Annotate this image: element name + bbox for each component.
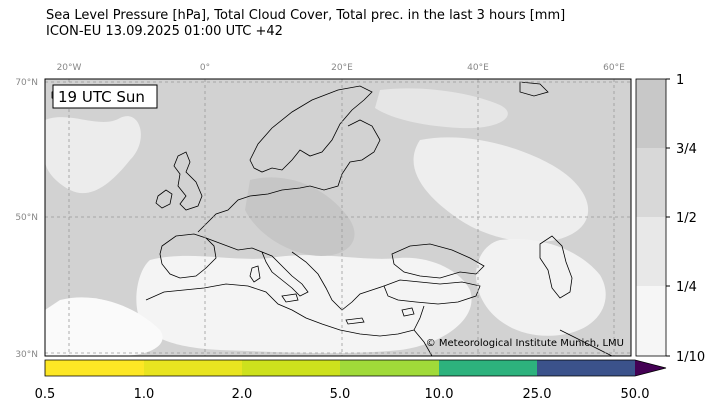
precip-tick-label: 2.0 [232, 387, 253, 402]
cloud-cover-colorbar: 1 3/4 1/2 1/4 1/10 [635, 73, 705, 365]
lat-label: 50°N [15, 213, 38, 223]
coast-gulf [559, 329, 613, 356]
lon-label: 20°W [57, 63, 82, 73]
precip-tick-label: 1.0 [134, 387, 155, 402]
coast-red-sea [413, 329, 433, 356]
precip-bar-segment [242, 360, 340, 376]
cloud-bar-segment [636, 79, 666, 148]
title-line-1: Sea Level Pressure [hPa], Total Cloud Co… [46, 8, 566, 23]
precip-bar-extend-arrow [635, 360, 666, 376]
coast-turkey [383, 279, 481, 305]
cloud-tick-label: 1/10 [676, 350, 705, 365]
precip-bar-segment [340, 360, 439, 376]
cloud-bar-segment [636, 217, 666, 286]
coast-great-britain [173, 151, 203, 211]
coast-italy [261, 251, 309, 297]
lon-label: 40°E [467, 63, 489, 73]
coast-black-sea [391, 243, 485, 279]
coast-western-europe [197, 185, 311, 233]
precip-bar-segment [537, 360, 635, 376]
coast-cyprus [401, 307, 415, 317]
gridlines [45, 79, 631, 356]
cloud-bar-segment [636, 286, 666, 356]
precip-bar-segment [45, 360, 144, 376]
lon-label: 20°E [331, 63, 353, 73]
precip-bar-frame [44, 359, 667, 377]
copyright-text: © Meteorological Institute Munich, LMU [426, 338, 624, 349]
cloud-tick-label: 1/2 [676, 211, 697, 226]
coast-novaya-zemlya [519, 81, 549, 97]
coast-crete [345, 317, 365, 325]
coast-levant [413, 305, 425, 331]
coast-france-med [205, 237, 263, 253]
clear-patch-africa [45, 297, 163, 356]
cloud-tick-label: 3/4 [676, 142, 697, 157]
coast-finland-baltic [309, 119, 381, 191]
map-panel [45, 79, 631, 356]
precip-bar-segment [144, 360, 242, 376]
clear-patch-mediterranean [136, 255, 472, 354]
lat-label: 30°N [15, 350, 38, 360]
precip-tick-label: 50.0 [621, 387, 650, 402]
coastlines [51, 81, 613, 356]
coast-caspian [539, 235, 573, 299]
coast-north-africa [145, 283, 415, 337]
coast-ireland [155, 189, 173, 209]
precip-tick-label: 10.0 [425, 387, 454, 402]
precip-colorbar: 0.5 1.0 2.0 5.0 10.0 25.0 50.0 [35, 359, 667, 402]
coast-sardinia [249, 265, 261, 283]
clear-patch-north [375, 88, 508, 129]
precip-tick-label: 0.5 [35, 387, 56, 402]
precip-tick-label: 5.0 [330, 387, 351, 402]
coast-sicily [281, 293, 299, 303]
precip-tick-label: 25.0 [523, 387, 552, 402]
clear-patch-east [476, 239, 606, 336]
lon-label: 0° [200, 63, 210, 73]
coast-balkans [291, 251, 385, 311]
coast-iberia [159, 233, 217, 279]
lat-label: 70°N [15, 78, 38, 88]
map-frame [44, 78, 632, 357]
cloud-bar-segment [636, 148, 666, 217]
cloud-tick-label: 1/4 [676, 280, 697, 295]
title-line-2: ICON-EU 13.09.2025 01:00 UTC +42 [46, 24, 283, 39]
precip-bar-segment [439, 360, 537, 376]
time-label-box [52, 84, 158, 109]
cloud-tick-label: 1 [676, 73, 684, 88]
time-label: 19 UTC Sun [58, 88, 145, 106]
clear-patch-russia [413, 137, 589, 243]
lon-label: 60°E [603, 63, 625, 73]
coast-scandinavia [249, 85, 373, 173]
